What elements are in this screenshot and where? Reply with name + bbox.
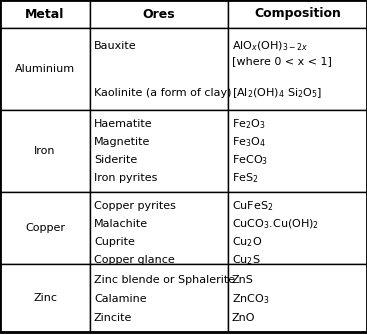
Text: Fe$_2$O$_3$: Fe$_2$O$_3$: [232, 117, 266, 131]
Bar: [90, 28, 228, 110]
Text: Aluminium: Aluminium: [15, 64, 75, 74]
Text: Malachite: Malachite: [94, 219, 148, 229]
Bar: [0, 264, 90, 332]
Text: AlO$_x$(OH)$_{3-2x}$: AlO$_x$(OH)$_{3-2x}$: [232, 39, 309, 53]
Bar: [90, 264, 228, 332]
Text: Composition: Composition: [254, 7, 341, 20]
Bar: [0, 110, 90, 192]
Bar: [228, 28, 367, 110]
Bar: [228, 264, 367, 332]
Text: Magnetite: Magnetite: [94, 137, 150, 147]
Text: ZnS: ZnS: [232, 275, 254, 285]
Text: Zincite: Zincite: [94, 313, 132, 323]
Text: Ores: Ores: [143, 7, 175, 20]
Text: Cu$_2$O: Cu$_2$O: [232, 235, 262, 249]
Text: [Al$_2$(OH)$_4$ Si$_2$O$_5$]: [Al$_2$(OH)$_4$ Si$_2$O$_5$]: [232, 86, 322, 100]
Text: ZnCO$_3$: ZnCO$_3$: [232, 292, 269, 306]
Text: Zinc: Zinc: [33, 293, 57, 303]
Text: Kaolinite (a form of clay): Kaolinite (a form of clay): [94, 88, 232, 98]
Bar: [90, 192, 228, 264]
Text: CuFeS$_2$: CuFeS$_2$: [232, 199, 273, 213]
Text: ZnO: ZnO: [232, 313, 255, 323]
Bar: [0, 192, 90, 264]
Text: Metal: Metal: [25, 7, 65, 20]
Text: CuCO$_3$.Cu(OH)$_2$: CuCO$_3$.Cu(OH)$_2$: [232, 217, 319, 231]
Text: FeCO$_3$: FeCO$_3$: [232, 153, 268, 167]
Bar: [228, 192, 367, 264]
Bar: [228, 110, 367, 192]
Text: Copper glance: Copper glance: [94, 255, 175, 265]
Bar: [0, 28, 90, 110]
Bar: [0, 0, 90, 28]
Text: Zinc blende or Sphalerite: Zinc blende or Sphalerite: [94, 275, 235, 285]
Text: Cuprite: Cuprite: [94, 237, 135, 247]
Text: [where 0 < x < 1]: [where 0 < x < 1]: [232, 56, 332, 66]
Text: Copper: Copper: [25, 223, 65, 233]
Text: Iron pyrites: Iron pyrites: [94, 173, 157, 183]
Text: Calamine: Calamine: [94, 294, 147, 304]
Text: FeS$_2$: FeS$_2$: [232, 171, 258, 185]
Text: Siderite: Siderite: [94, 155, 137, 165]
Bar: [90, 110, 228, 192]
Bar: [228, 0, 367, 28]
Text: Iron: Iron: [34, 146, 56, 156]
Text: Copper pyrites: Copper pyrites: [94, 201, 176, 211]
Text: Fe$_3$O$_4$: Fe$_3$O$_4$: [232, 135, 266, 149]
Text: Bauxite: Bauxite: [94, 41, 137, 51]
Text: Cu$_2$S: Cu$_2$S: [232, 253, 261, 267]
Text: Haematite: Haematite: [94, 119, 153, 129]
Bar: [90, 0, 228, 28]
